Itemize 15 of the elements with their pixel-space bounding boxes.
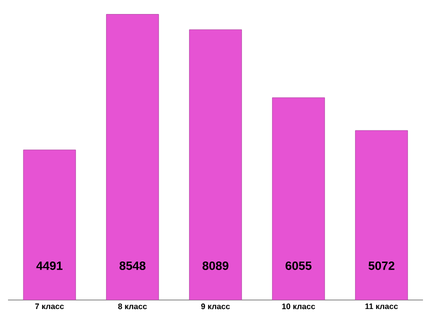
bar	[272, 97, 325, 300]
data-label: 8548	[120, 261, 146, 270]
bar	[23, 150, 76, 300]
x-tick-label: 9 класс	[201, 304, 230, 310]
bar	[189, 29, 242, 300]
bar	[106, 14, 159, 300]
data-label: 8089	[202, 261, 228, 270]
x-tick-label: 10 класс	[282, 304, 316, 310]
data-label: 6055	[286, 261, 312, 270]
x-tick-label: 8 класс	[118, 304, 147, 310]
data-label: 4491	[36, 261, 63, 270]
data-label: 5072	[368, 261, 394, 270]
bar	[355, 130, 408, 300]
x-tick-label: 7 класс	[35, 304, 64, 310]
x-tick-label: 11 класс	[365, 304, 398, 310]
